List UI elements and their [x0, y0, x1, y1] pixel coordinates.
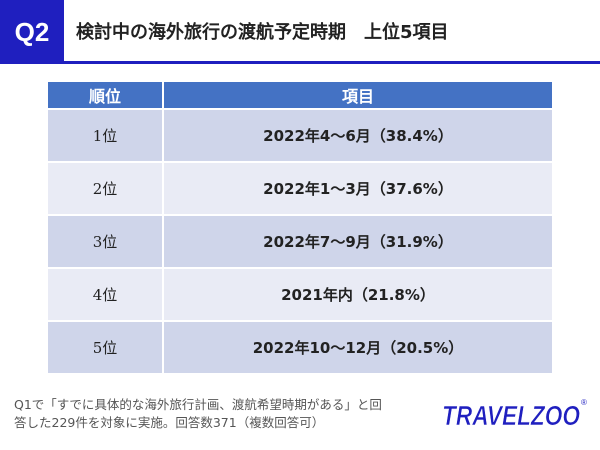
table-row: 1位 2022年4～6月（38.4%） [48, 109, 552, 162]
table-row: 2位 2022年1～3月（37.6%） [48, 162, 552, 215]
survey-note-line: Q1で「すでに具体的な海外旅行計画、渡航希望時期がある」と回 [14, 397, 382, 412]
header-rank: 順位 [48, 82, 164, 109]
survey-note: Q1で「すでに具体的な海外旅行計画、渡航希望時期がある」と回 答した229件を対… [14, 396, 414, 432]
logo-wordmark: TRAVELZOO [442, 400, 580, 431]
rank-cell: 3位 [48, 215, 164, 268]
table-row: 3位 2022年7～9月（31.9%） [48, 215, 552, 268]
question-badge: Q2 [0, 0, 64, 64]
header-item: 項目 [163, 82, 552, 109]
logo-registered-mark: ® [581, 398, 587, 407]
table-header-row: 順位 項目 [48, 82, 552, 109]
item-cell: 2022年4～6月（38.4%） [163, 109, 552, 162]
item-cell: 2022年7～9月（31.9%） [163, 215, 552, 268]
survey-note-line: 答した229件を対象に実施。回答数371（複数回答可） [14, 415, 325, 430]
rank-cell: 5位 [48, 321, 164, 373]
travelzoo-logo: TRAVELZOO ® [442, 398, 587, 431]
item-cell: 2022年1～3月（37.6%） [163, 162, 552, 215]
page-title: 検討中の海外旅行の渡航予定時期 上位5項目 [76, 22, 449, 43]
rank-cell: 2位 [48, 162, 164, 215]
table-row: 4位 2021年内（21.8%） [48, 268, 552, 321]
title-underline [64, 61, 600, 64]
table-row: 5位 2022年10～12月（20.5%） [48, 321, 552, 373]
item-cell: 2022年10～12月（20.5%） [163, 321, 552, 373]
rank-cell: 1位 [48, 109, 164, 162]
item-cell: 2021年内（21.8%） [163, 268, 552, 321]
ranking-table: 順位 項目 1位 2022年4～6月（38.4%） 2位 2022年1～3月（3… [48, 82, 552, 373]
rank-cell: 4位 [48, 268, 164, 321]
